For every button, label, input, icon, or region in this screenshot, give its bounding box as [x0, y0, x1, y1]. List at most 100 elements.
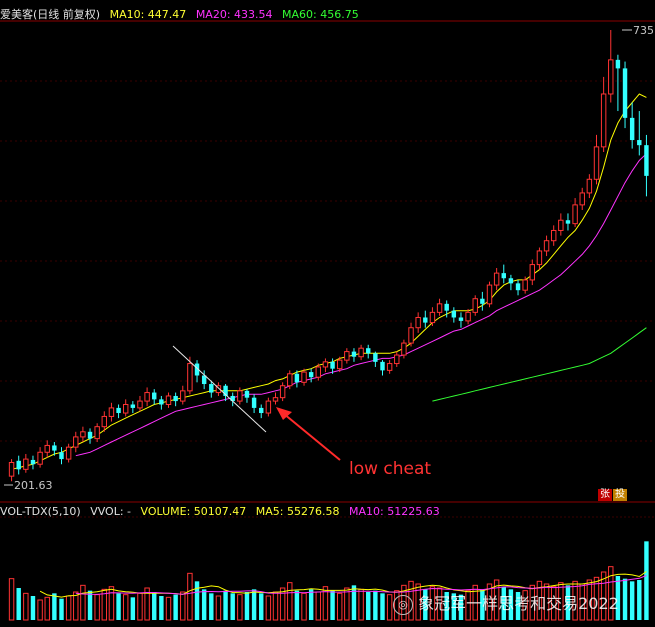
- volume-bar-up: [65, 595, 72, 621]
- volume-bar-up: [486, 583, 493, 621]
- candle-body-up: [44, 444, 50, 453]
- candle-body-up: [558, 219, 564, 231]
- volume-bar-down: [366, 592, 371, 620]
- volume-bar-down: [52, 593, 57, 620]
- volume-bar-up: [180, 591, 186, 621]
- volume-bar-up: [237, 594, 243, 621]
- candle-body-up: [322, 361, 329, 368]
- volume-bar-down: [230, 593, 235, 620]
- candle-body-up: [137, 400, 143, 409]
- candle-body-down: [230, 395, 235, 402]
- ma-lines: [11, 93, 647, 470]
- volume-bar-down: [159, 596, 164, 620]
- candle-body-up: [493, 272, 500, 286]
- candle-body-down: [201, 375, 207, 385]
- candle-body-up: [279, 385, 286, 399]
- volume-bar-up: [322, 586, 329, 621]
- candle-body-up: [394, 354, 400, 365]
- volume-bar-up: [101, 588, 108, 621]
- vol-indicator-title[interactable]: VOL-TDX(5,10): [0, 505, 81, 518]
- volume-bar-down: [16, 588, 21, 620]
- candle-body-down: [451, 310, 457, 318]
- candle-body-down: [259, 407, 264, 414]
- candle-body-down: [173, 395, 178, 402]
- candle-body-up: [358, 347, 364, 358]
- annotations: low cheat 735. 201.63: [4, 24, 655, 492]
- volume-bar-down: [87, 590, 93, 620]
- candle-body-up: [23, 458, 29, 470]
- volume-bar-up: [543, 583, 550, 621]
- candle-body-down: [87, 431, 93, 439]
- volume-bar-up: [600, 571, 607, 621]
- volume-bar-down: [130, 597, 136, 620]
- candle-body-up: [8, 462, 15, 477]
- price-header: 爱美客(日线 前复权) MA10: 447.47 MA20: 433.54 MA…: [0, 6, 365, 21]
- candle-body-up: [465, 311, 471, 322]
- volume-bar-up: [586, 579, 593, 621]
- candle-body-down: [366, 348, 371, 354]
- candle-body-up: [550, 229, 557, 242]
- candle-body-up: [108, 407, 115, 417]
- candle-body-up: [65, 446, 72, 460]
- volume-value: VOLUME: 50107.47: [140, 505, 247, 518]
- candle-body-down: [515, 283, 521, 291]
- badge-zhang[interactable]: 张: [598, 489, 612, 501]
- volume-bar-up: [493, 579, 500, 621]
- volume-bar-down: [451, 593, 457, 620]
- volume-bar-up: [137, 592, 143, 621]
- candle-body-down: [629, 117, 635, 141]
- candle-body-up: [180, 390, 186, 402]
- volume-bar-up: [287, 582, 293, 621]
- candle-body-down: [501, 273, 506, 279]
- volume-bar-up: [522, 590, 528, 621]
- price-grid: [0, 80, 655, 442]
- ma10-line: [11, 93, 647, 470]
- candle-body-down: [30, 459, 36, 465]
- badge-tou[interactable]: 投: [613, 489, 627, 501]
- candles: [8, 30, 649, 482]
- candle-body-up: [73, 436, 79, 448]
- candle-body-up: [80, 431, 86, 438]
- volume-bar-down: [423, 589, 428, 620]
- candle-body-up: [486, 284, 493, 305]
- volume-bar-up: [472, 584, 478, 621]
- volume-bar-down: [622, 578, 628, 620]
- arrow-head: [276, 407, 292, 420]
- candle-body-down: [194, 363, 200, 376]
- volume-bar-up: [80, 584, 86, 621]
- chart-frame: [0, 20, 655, 518]
- volume-bar-down: [173, 594, 178, 620]
- candle-body-down: [294, 373, 300, 383]
- stock-title: 爱美客(日线 前复权): [0, 8, 101, 21]
- candle-body-up: [122, 403, 129, 414]
- candle-body-down: [380, 361, 385, 371]
- candle-body-up: [579, 192, 585, 206]
- vol-ma5-value: MA5: 55276.58: [255, 505, 340, 518]
- volume-bar-down: [644, 541, 649, 620]
- arrow-shaft: [277, 408, 341, 461]
- volume-bar-up: [429, 586, 436, 621]
- volume-bar-up: [593, 576, 600, 621]
- candle-body-up: [165, 395, 172, 405]
- volume-bar-down: [116, 593, 121, 620]
- volume-bar-up: [265, 595, 272, 621]
- candle-body-down: [508, 278, 514, 284]
- volume-bar-down: [201, 589, 207, 620]
- volume-bar-up: [37, 599, 43, 621]
- volume-bar-up: [336, 592, 343, 621]
- candle-body-up: [415, 316, 421, 329]
- candle-body-up: [529, 264, 536, 281]
- volume-bar-down: [152, 592, 157, 620]
- candle-body-up: [37, 451, 43, 465]
- volume-bar-down: [629, 581, 635, 620]
- volume-bar-up: [608, 566, 614, 621]
- volume-bar-up: [279, 587, 286, 621]
- candle-body-up: [536, 250, 543, 266]
- candle-body-down: [330, 361, 335, 369]
- wechat-icon: ◎: [393, 594, 413, 615]
- volume-bar-up: [144, 587, 150, 621]
- volume-bar-up: [415, 583, 421, 621]
- volume-bar-down: [259, 593, 264, 620]
- volume-bar-up: [301, 592, 307, 621]
